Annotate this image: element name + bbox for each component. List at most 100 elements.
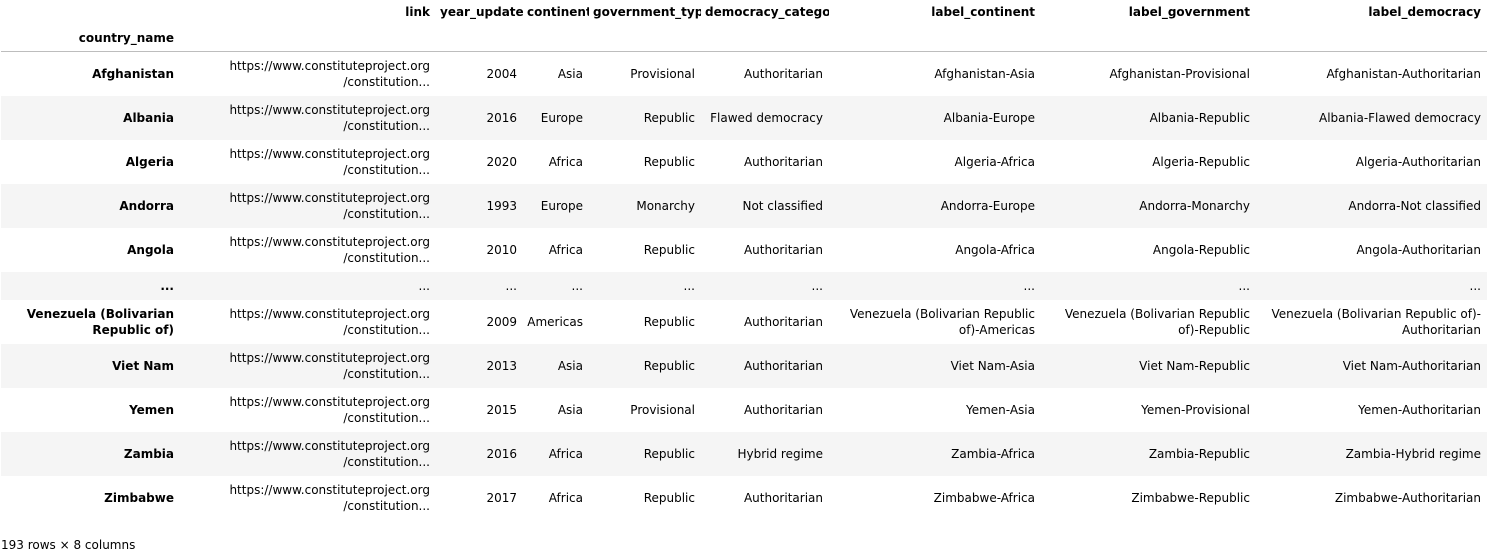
cell-continent: Asia [557, 66, 583, 81]
cell-year-updated: 1993 [486, 198, 517, 213]
table-row: Zambia https://www.constituteproject.org … [1, 431, 1487, 476]
cell-continent: Asia [557, 402, 583, 417]
index-name-header: country_name [78, 30, 174, 45]
cell-year-updated: 2004 [486, 66, 517, 81]
cell-label-continent: Albania-Europe [943, 110, 1035, 125]
cell-label-democracy: Afghanistan-Authoritarian [1326, 66, 1481, 81]
column-header: link [405, 5, 430, 19]
cell-label-government: Zambia-Republic [1148, 446, 1250, 461]
row-index-cell: Andorra [119, 198, 174, 213]
row-index-cell: ... [160, 278, 174, 293]
cell-label-continent: Yemen-Asia [965, 402, 1035, 417]
row-index-cell: Algeria [125, 154, 174, 169]
cell-year-updated: 2016 [486, 446, 517, 461]
table-row: Viet Nam https://www.constituteproject.or… [1, 343, 1487, 388]
table-row: Albania https://www.constituteproject.org… [1, 95, 1487, 140]
dataframe-table: link year_updated continent government_t… [1, 0, 1487, 520]
cell-continent: Americas [527, 314, 583, 329]
cell-democracy-category: Authoritarian [743, 242, 823, 257]
table-body: Afghanistan https://www.constituteproject… [1, 51, 1487, 520]
cell-link: https://www.constituteproject.org /const… [229, 394, 430, 425]
cell-continent: Europe [540, 198, 583, 213]
row-index-cell: Zambia [123, 446, 174, 461]
cell-continent: Africa [548, 490, 583, 505]
cell-label-continent: Zambia-Africa [951, 446, 1035, 461]
cell-label-government: Angola-Republic [1152, 242, 1250, 257]
cell-democracy-category: Authoritarian [743, 314, 823, 329]
cell-continent: Africa [548, 154, 583, 169]
cell-democracy-category: Flawed democracy [710, 110, 823, 125]
cell-government-type: Republic [643, 154, 695, 169]
cell-democracy-category: Authoritarian [743, 66, 823, 81]
cell-label-continent: ... [1023, 278, 1035, 293]
cell-label-democracy: Zimbabwe-Authoritarian [1334, 490, 1481, 505]
index-header-row: country_name [1, 24, 1487, 52]
column-header: democracy_category [705, 5, 829, 19]
column-header: label_government [1128, 5, 1250, 19]
cell-label-government: Zimbabwe-Republic [1131, 490, 1250, 505]
cell-label-continent: Zimbabwe-Africa [933, 490, 1035, 505]
cell-year-updated: 2016 [486, 110, 517, 125]
column-header: continent [527, 5, 589, 19]
cell-label-government: Venezuela (Bolivarian Republic of)-Repub… [1064, 306, 1250, 337]
cell-label-government: Viet Nam-Republic [1139, 358, 1250, 373]
cell-government-type: Republic [643, 490, 695, 505]
cell-government-type: Provisional [630, 402, 695, 417]
column-header: year_updated [440, 5, 523, 19]
header-blank [1, 0, 180, 24]
row-index-cell: Viet Nam [112, 358, 174, 373]
cell-continent: Asia [557, 358, 583, 373]
row-index-cell: Angola [127, 242, 174, 257]
cell-year-updated: 2010 [486, 242, 517, 257]
cell-label-continent: Andorra-Europe [940, 198, 1035, 213]
cell-link: https://www.constituteproject.org /const… [229, 102, 430, 133]
cell-government-type: Provisional [630, 66, 695, 81]
row-index-cell: Yemen [129, 402, 174, 417]
cell-democracy-category: Authoritarian [743, 358, 823, 373]
cell-label-democracy: Andorra-Not classified [1348, 198, 1481, 213]
row-index-cell: Afghanistan [92, 66, 174, 81]
cell-government-type: Republic [643, 358, 695, 373]
cell-continent: ... [571, 278, 583, 293]
cell-label-government: Yemen-Provisional [1141, 402, 1250, 417]
cell-label-government: Albania-Republic [1149, 110, 1250, 125]
cell-link: https://www.constituteproject.org /const… [229, 146, 430, 177]
cell-link: https://www.constituteproject.org /const… [229, 482, 430, 513]
column-header: label_continent [931, 5, 1035, 19]
table-row: Andorra https://www.constituteproject.org… [1, 183, 1487, 228]
cell-link: https://www.constituteproject.org /const… [229, 350, 430, 381]
dataframe-shape-info: 193 rows × 8 columns [1, 538, 136, 552]
cell-label-continent: Algeria-Africa [954, 154, 1035, 169]
cell-democracy-category: ... [811, 278, 823, 293]
cell-label-continent: Venezuela (Bolivarian Republic of)-Ameri… [849, 306, 1035, 337]
cell-democracy-category: Authoritarian [743, 402, 823, 417]
ellipsis-row: ........................... [1, 271, 1487, 300]
cell-label-government: ... [1238, 278, 1250, 293]
cell-label-democracy: Viet Nam-Authoritarian [1342, 358, 1481, 373]
cell-label-government: Algeria-Republic [1152, 154, 1250, 169]
table-row: Yemen https://www.constituteproject.org /… [1, 387, 1487, 432]
cell-year-updated: 2015 [486, 402, 517, 417]
cell-democracy-category: Not classified [742, 198, 823, 213]
cell-label-democracy: Albania-Flawed democracy [1319, 110, 1481, 125]
cell-label-continent: Viet Nam-Asia [950, 358, 1035, 373]
cell-label-government: Andorra-Monarchy [1139, 198, 1250, 213]
cell-government-type: ... [683, 278, 695, 293]
row-index-cell: Zimbabwe [104, 490, 174, 505]
cell-democracy-category: Authoritarian [743, 490, 823, 505]
cell-label-government: Afghanistan-Provisional [1109, 66, 1250, 81]
cell-year-updated: ... [505, 278, 517, 293]
column-header-row: link year_updated continent government_t… [1, 0, 1487, 24]
cell-label-democracy: Angola-Authoritarian [1356, 242, 1481, 257]
cell-label-democracy: ... [1469, 278, 1481, 293]
table-row: Zimbabwe https://www.constituteproject.or… [1, 475, 1487, 520]
cell-democracy-category: Authoritarian [743, 154, 823, 169]
column-header: label_democracy [1368, 5, 1481, 19]
cell-continent: Africa [548, 242, 583, 257]
table-row: Algeria https://www.constituteproject.org… [1, 139, 1487, 184]
cell-link: https://www.constituteproject.org /const… [229, 58, 430, 89]
cell-year-updated: 2017 [486, 490, 517, 505]
cell-link: https://www.constituteproject.org /const… [229, 306, 430, 337]
dataframe-output: link year_updated continent government_t… [1, 0, 1487, 520]
table-row: Venezuela (Bolivarian Republic of) https:… [1, 299, 1487, 344]
